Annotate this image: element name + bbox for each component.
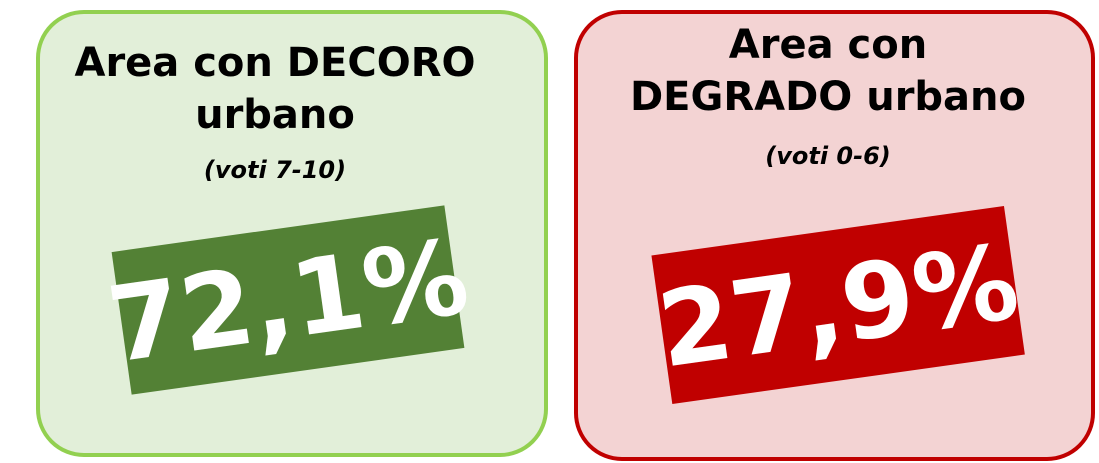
card-title: Area con xyxy=(729,22,927,68)
card-title: Area con DECORO xyxy=(74,40,475,86)
value-badge: 72,1% xyxy=(101,205,475,395)
card-subtitle: (voti 0-6) xyxy=(765,142,890,170)
degrado-card: Area con DEGRADO urbano (voti 0-6) 27,9% xyxy=(574,10,1095,461)
card-title: urbano xyxy=(195,92,355,138)
badge-background xyxy=(111,205,465,395)
decoro-card: Area con DECORO urbano (voti 7-10) 72,1% xyxy=(36,10,548,457)
card-title: DEGRADO urbano xyxy=(630,74,1026,120)
value-badge: 27,9% xyxy=(651,205,1025,405)
card-subtitle: (voti 7-10) xyxy=(204,156,346,184)
badge-background xyxy=(651,205,1025,405)
